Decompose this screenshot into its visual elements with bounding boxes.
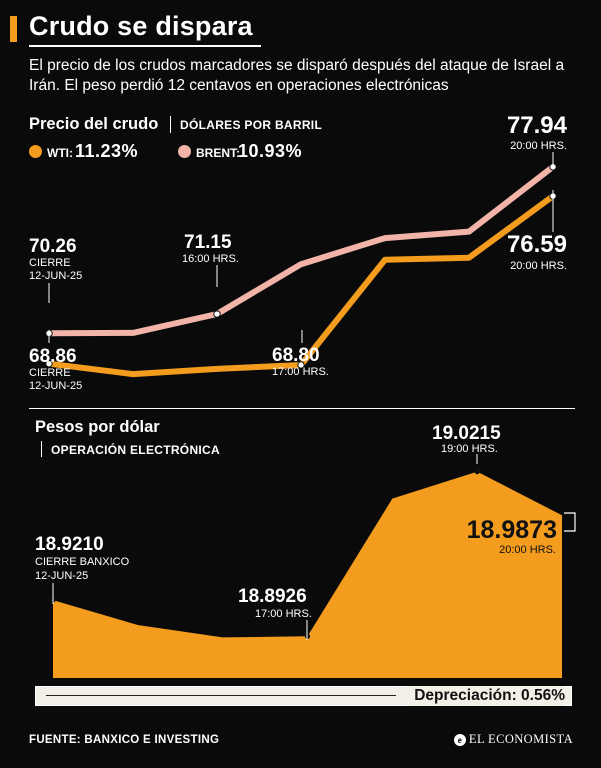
publisher-logo-icon: e (453, 733, 466, 746)
peso-mid-sub: 17:00 HRS. (255, 608, 312, 620)
peso-start-sub2: 12-JUN-25 (35, 570, 88, 582)
peso-mid-value-label: 18.8926 (238, 586, 307, 607)
wti-mid-value-label: 68.80 (272, 345, 320, 366)
brent-mid-sub: 16:00 HRS. (182, 253, 239, 265)
peso-chart-unit: OPERACIÓN ELECTRÓNICA (51, 443, 220, 457)
brent-end-value-label: 77.94 (507, 112, 568, 139)
peso-end-bracket (564, 512, 576, 532)
brent-start-value-label: 70.26 (29, 236, 77, 257)
peso-peak-value-label: 19.0215 (432, 423, 501, 444)
peso-title-separator (41, 441, 42, 457)
depreciation-rule (46, 695, 396, 696)
peso-start-sub1: CIERRE BANXICO (35, 556, 130, 568)
wti-point-3 (297, 361, 305, 369)
peso-end-value-label: 18.9873 (467, 516, 557, 544)
wti-start-sub1: CIERRE (29, 367, 71, 379)
title-underline (29, 45, 261, 47)
wti-start-value-label: 68.86 (29, 346, 77, 367)
wti-end-value-label: 76.59 (507, 231, 567, 258)
section-divider (29, 408, 575, 409)
source-note: FUENTE: BANXICO E INVESTING (29, 734, 220, 746)
brent-start-sub2: 12-JUN-25 (29, 270, 82, 282)
depreciation-label: Depreciación: 0.56% (408, 686, 565, 706)
wti-start-sub2: 12-JUN-25 (29, 380, 82, 392)
brent-mid-value-label: 71.15 (184, 232, 232, 253)
page-title: Crudo se dispara (29, 11, 253, 41)
page-subtitle: El precio de los crudos marcadores se di… (29, 57, 565, 94)
wti-point-0 (45, 359, 53, 368)
peso-area-chart (50, 469, 562, 678)
crude-chart-unit: DÓLARES POR BARRIL (180, 118, 323, 132)
brent-series-line (46, 163, 556, 337)
chart-annotations: 70.26 CIERRE 12-JUN-25 71.15 16:00 HRS. … (29, 112, 576, 640)
brent-point-2 (213, 310, 221, 318)
publisher-logo: e EL ECONOMISTA (453, 732, 573, 747)
crude-chart-title: Precio del crudo (29, 115, 159, 133)
peso-area-fill (53, 471, 562, 678)
wti-end-sub: 20:00 HRS. (510, 260, 567, 272)
crude-line-chart (45, 163, 557, 378)
peso-chart-title: Pesos por dólar (35, 418, 160, 436)
publisher-logo-text: EL ECONOMISTA (468, 732, 573, 746)
title-accent-bar (10, 16, 17, 42)
wti-legend-value: 11.23% (75, 141, 139, 161)
peso-peak-sub: 19:00 HRS. (441, 443, 498, 455)
crude-title-separator (170, 116, 171, 133)
brent-legend-swatch (178, 145, 191, 158)
brent-legend-label: BRENT: (196, 146, 240, 160)
brent-start-sub1: CIERRE (29, 257, 71, 269)
peso-end-sub: 20:00 HRS. (499, 544, 556, 556)
wti-mid-sub: 17:00 HRS. (272, 366, 329, 378)
wti-legend-label: WTI: (47, 146, 73, 160)
brent-end-sub: 20:00 HRS. (510, 140, 567, 152)
wti-legend-swatch (29, 145, 42, 158)
peso-point-5 (474, 469, 480, 475)
brent-legend-value: 10.93% (238, 141, 303, 161)
peso-start-value-label: 18.9210 (35, 534, 104, 555)
